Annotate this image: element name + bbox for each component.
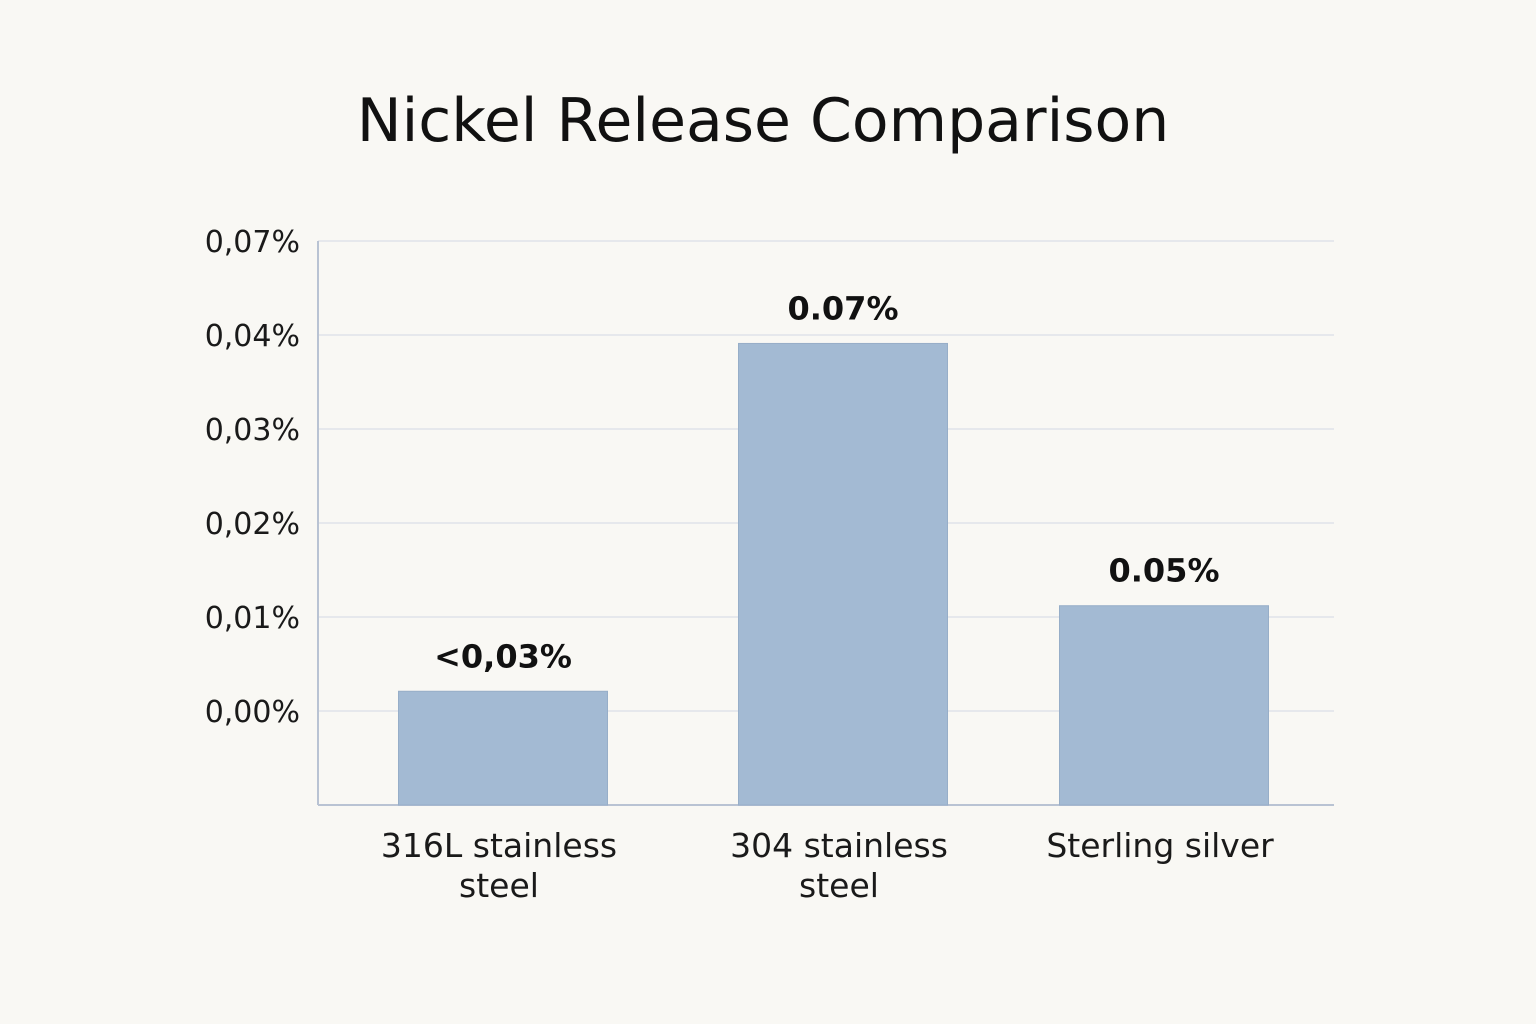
chart-title: Nickel Release Comparison [356, 86, 1170, 156]
x-category-label: steel [799, 866, 879, 905]
x-category-label: steel [459, 866, 539, 905]
data-label: 0.05% [1108, 552, 1219, 590]
x-category-label: 304 stainless [730, 826, 948, 865]
y-tick-label: 0,01% [205, 601, 300, 636]
y-tick-label: 0,03% [205, 413, 300, 448]
x-category-label: 316L stainless [381, 826, 617, 865]
x-category-label: Sterling silver [1046, 826, 1274, 865]
data-label: 0.07% [787, 289, 898, 327]
bar [1059, 605, 1269, 806]
bar [398, 690, 608, 806]
y-tick-label: 0,04% [205, 319, 300, 354]
data-label: <0,03% [434, 637, 572, 675]
y-tick-label: 0,02% [205, 507, 300, 542]
y-tick-label: 0,07% [205, 225, 300, 260]
y-tick-label: 0,00% [205, 695, 300, 730]
bar [738, 342, 948, 806]
